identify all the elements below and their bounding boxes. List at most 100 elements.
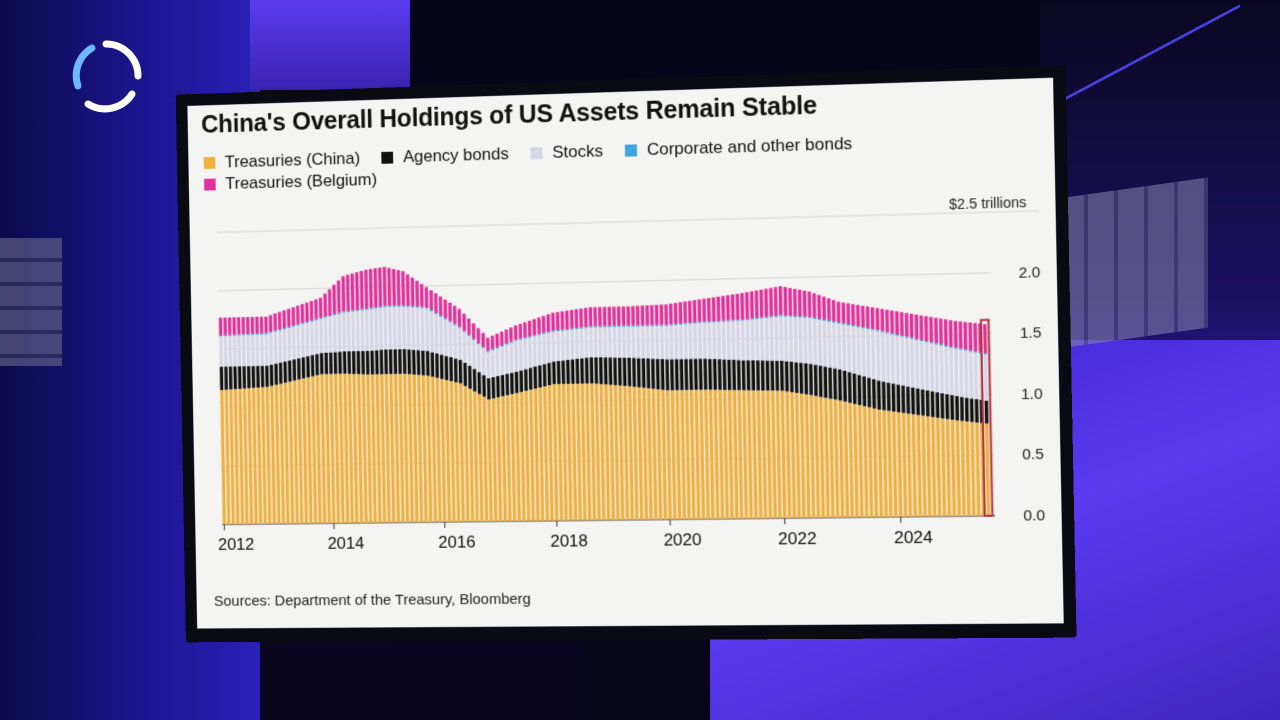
bar-segment [401,271,406,306]
bar-segment [560,329,565,331]
bar-segment [983,353,988,355]
bar-segment [425,307,429,309]
bar-segment [827,320,831,322]
background-video-wall [1058,177,1208,349]
bar-segment [712,358,717,390]
bar-segment [546,314,551,332]
bar-segment [683,324,688,359]
bar-segment [674,323,678,326]
bar-segment [665,390,672,520]
bar-segment [901,385,906,413]
bar-segment [626,326,631,358]
bar-segment [305,302,309,322]
bar-segment [659,324,664,326]
bar-segment [560,311,565,330]
bar-segment [655,324,659,327]
bar-segment [251,366,256,388]
bar-segment [697,299,702,322]
bar-segment [621,326,626,358]
bar-segment [680,390,687,520]
bar-segment [911,387,916,415]
bar-segment [875,308,880,330]
bar-segment [241,335,246,367]
bar-segment [742,390,749,519]
bar-segment [579,308,583,328]
bar-segment [595,384,602,521]
bar-segment [332,315,337,353]
bar-segment [692,300,697,323]
bar-segment [636,386,643,520]
bar-segment [603,326,607,328]
bar-segment [861,326,865,329]
bar-segment [589,307,594,327]
bar-segment [934,344,939,393]
bar-segment [255,333,259,335]
bar-segment [712,322,717,359]
bar-segment [650,326,655,359]
bar-segment [813,364,818,396]
bar-segment [514,339,518,341]
bar-segment [656,389,663,520]
bar-segment [287,327,292,361]
chart-screen: China's Overall Holdings of US Assets Re… [187,77,1064,629]
bar-segment [300,304,305,323]
bar-segment [940,393,945,419]
bar-segment [439,315,443,317]
bar-segment [736,320,741,361]
bar-segment [264,332,268,335]
bar-segment [833,368,838,400]
bar-segment [594,307,598,327]
bar-segment [926,416,932,517]
bar-segment [486,337,490,351]
bar-segment [798,316,802,318]
bar-segment [232,334,237,336]
bar-segment [282,329,287,362]
bar-segment [871,330,876,380]
bar-segment [732,390,739,519]
bar-segment [608,325,612,328]
bar-segment [689,389,696,520]
bar-segment [519,370,524,392]
bar-segment [899,312,904,336]
bar-segment [255,334,260,367]
bar-segment [870,307,875,329]
bar-segment [612,306,616,326]
bar-segment [524,390,531,522]
bar-segment [754,290,759,318]
bar-segment [760,360,765,391]
bar-segment [938,318,943,345]
bar-segment [264,316,268,334]
bar-segment [518,339,523,371]
bar-segment [617,325,621,327]
bar-segment [635,324,639,327]
bar-segment [448,321,452,323]
bar-segment [269,364,274,386]
bar-segment [528,367,533,390]
bar-segment [260,334,264,366]
bar-segment [949,346,953,348]
bar-segment [346,311,351,352]
bar-segment [486,352,491,379]
bar-segment [678,324,684,360]
bar-segment [955,420,961,517]
bar-segment [640,324,644,326]
bar-segment [594,326,598,328]
bar-segment [726,320,730,322]
bar-segment [467,335,472,366]
bar-segment [969,398,974,423]
bar-segment [579,328,584,359]
bar-segment [775,390,782,519]
bar-segment [959,349,964,397]
bar-segment [664,325,669,360]
bar-segment [708,358,713,390]
bar-segment [603,327,608,358]
bar-segment [565,330,570,360]
bar-segment [356,351,361,375]
bar-segment [716,321,722,360]
bar-segment [622,385,629,520]
y-tick-label: 2.0 [1018,264,1040,281]
bar-segment [476,328,481,343]
bar-segment [794,362,799,393]
bar-segment [350,273,355,311]
bar-segment [841,324,847,371]
